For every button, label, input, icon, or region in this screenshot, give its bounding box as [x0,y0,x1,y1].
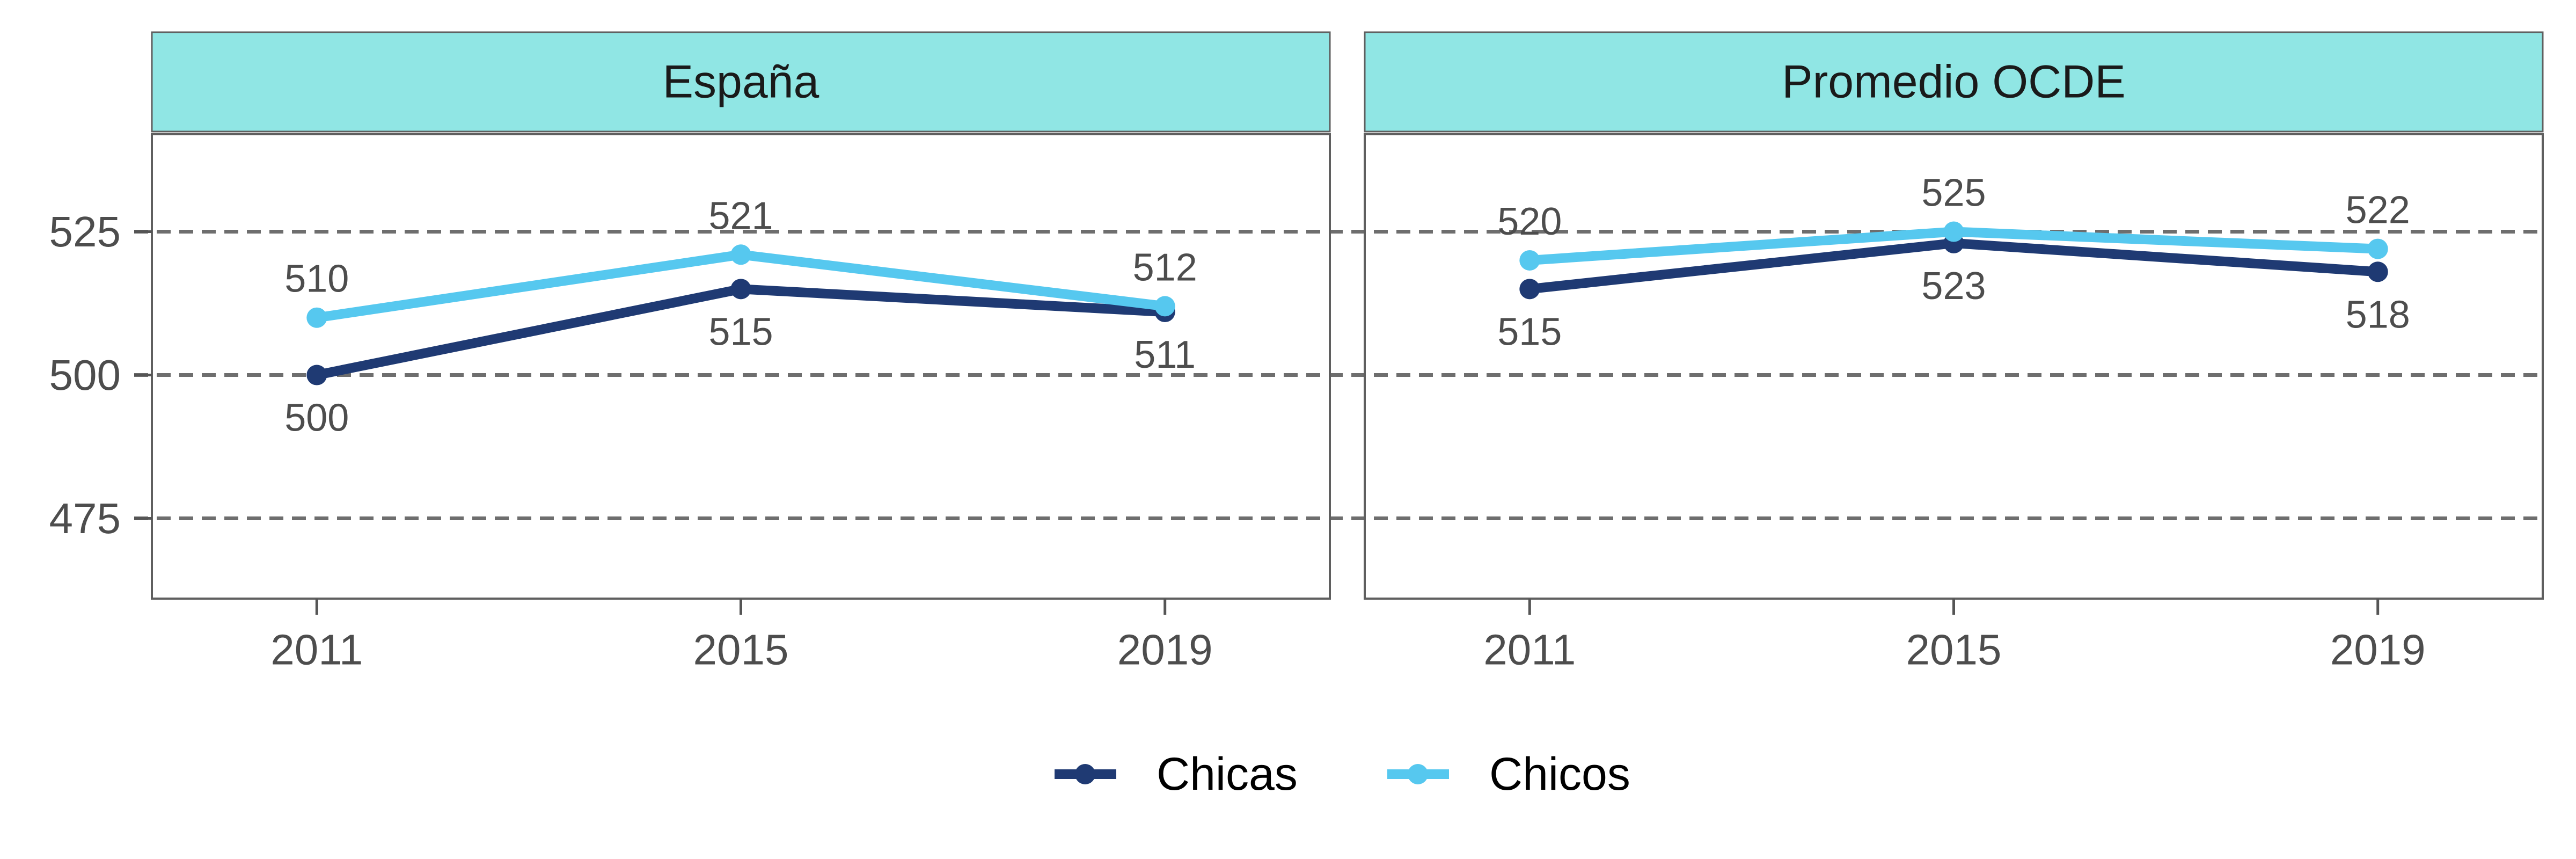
y-tick-label: 475 [49,494,121,542]
data-point-chicos [306,307,327,328]
data-label-chicos: 512 [1133,246,1197,289]
x-tick-label: 2011 [1483,626,1576,674]
data-label-chicos: 522 [2346,189,2410,232]
legend-label-chicos: Chicos [1489,748,1630,800]
y-tick-label: 500 [49,351,121,399]
facet-title: Promedio OCDE [1782,56,2125,108]
data-label-chicas: 500 [284,397,349,440]
data-point-chicas [1519,279,1540,300]
y-axis: 475 500 525 [49,208,152,542]
data-point-chicas [2367,261,2388,282]
data-label-chicas: 515 [708,310,773,353]
data-point-chicas [306,365,327,385]
x-tick-label: 2015 [1906,626,2002,674]
data-label-chicas: 515 [1497,310,1562,353]
facet-title: España [663,56,819,108]
panel-promedio-ocde: Promedio OCDE 2011 2015 2019 515 523 518 520 525… [1364,31,2544,674]
data-point-chicos [730,244,751,265]
data-point-chicos [1519,250,1540,271]
facet-strip [151,31,1331,133]
legend-key-point-chicas [1075,764,1095,784]
data-point-chicas [730,279,751,300]
legend: Chicas Chicos [1055,748,1630,800]
data-label-chicas: 518 [2346,293,2410,336]
data-label-chicos: 525 [1921,172,1986,215]
data-point-chicos [2367,238,2388,259]
x-tick-label: 2015 [693,626,789,674]
y-tick-label: 525 [49,208,121,256]
data-label-chicos: 521 [708,194,773,237]
data-label-chicas: 523 [1921,265,1986,308]
panels: España 2011 2015 2019 500 515 511 510 521 512 Prom… [151,31,2544,674]
data-point-chicos [1154,296,1175,317]
legend-key-point-chicos [1408,764,1428,784]
data-label-chicos: 520 [1497,200,1562,243]
grid-layer [134,230,2543,520]
legend-label-chicas: Chicas [1157,748,1298,800]
x-tick-label: 2011 [270,626,363,674]
x-tick-label: 2019 [2330,626,2426,674]
data-label-chicas: 511 [1134,333,1196,376]
panel-espana: España 2011 2015 2019 500 515 511 510 521 512 [151,31,1331,674]
x-tick-label: 2019 [1117,626,1213,674]
data-label-chicos: 510 [284,258,349,301]
data-point-chicos [1943,221,1964,242]
facet-strip [1364,31,2544,133]
